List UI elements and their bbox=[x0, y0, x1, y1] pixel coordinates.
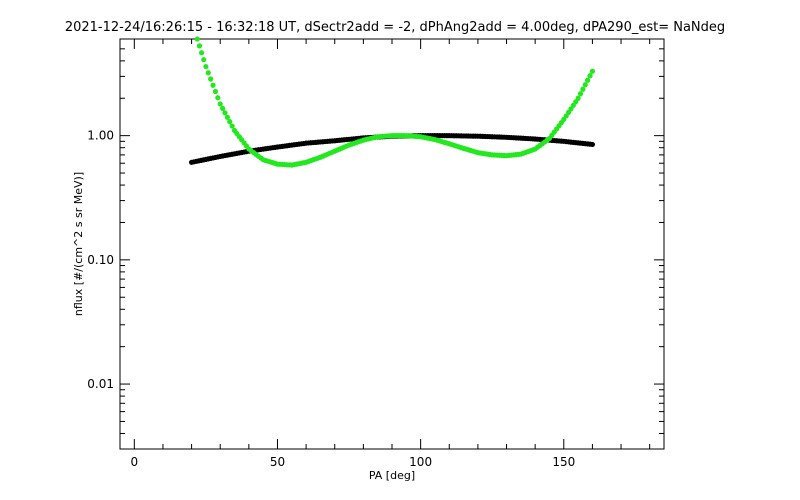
data-point bbox=[203, 63, 209, 70]
data-point bbox=[215, 95, 221, 101]
data-point bbox=[199, 50, 205, 56]
data-series bbox=[188, 36, 596, 168]
data-point bbox=[222, 110, 228, 116]
x-axis-label: PA [deg] bbox=[369, 469, 415, 482]
data-point bbox=[227, 119, 233, 125]
plot-frame bbox=[119, 38, 665, 450]
data-point bbox=[201, 57, 207, 63]
y-tick-label: 0.01 bbox=[87, 377, 114, 391]
y-tick-label: 0.10 bbox=[87, 253, 114, 267]
x-tick-label: 150 bbox=[552, 455, 575, 469]
data-point bbox=[582, 82, 588, 88]
x-tick-label: 100 bbox=[409, 455, 432, 469]
data-point bbox=[196, 43, 203, 49]
data-point bbox=[205, 70, 211, 76]
data-point bbox=[575, 95, 581, 101]
series-2 bbox=[194, 36, 596, 168]
data-point bbox=[585, 77, 591, 83]
data-point bbox=[212, 88, 219, 95]
x-tick-label: 0 bbox=[130, 455, 138, 469]
data-point bbox=[210, 82, 216, 88]
data-point bbox=[208, 76, 214, 82]
axis-ticks: 0 50 100 150 0.01 0.10 1.00 bbox=[87, 38, 664, 469]
data-point bbox=[194, 36, 200, 42]
data-point bbox=[229, 123, 235, 129]
y-tick-label: 1.00 bbox=[87, 129, 114, 143]
chart-title: 2021-12-24/16:26:15 - 16:32:18 UT, dSect… bbox=[65, 20, 725, 35]
data-point bbox=[580, 86, 586, 92]
data-point bbox=[219, 105, 226, 111]
data-point bbox=[217, 101, 223, 107]
data-point bbox=[589, 68, 596, 74]
y-axis-label: nflux [#/(cm^2 s sr MeV)] bbox=[72, 172, 85, 316]
data-point bbox=[224, 114, 230, 120]
data-point bbox=[589, 141, 596, 148]
x-tick-label: 50 bbox=[270, 455, 285, 469]
data-point bbox=[587, 73, 593, 79]
data-point bbox=[577, 91, 584, 97]
